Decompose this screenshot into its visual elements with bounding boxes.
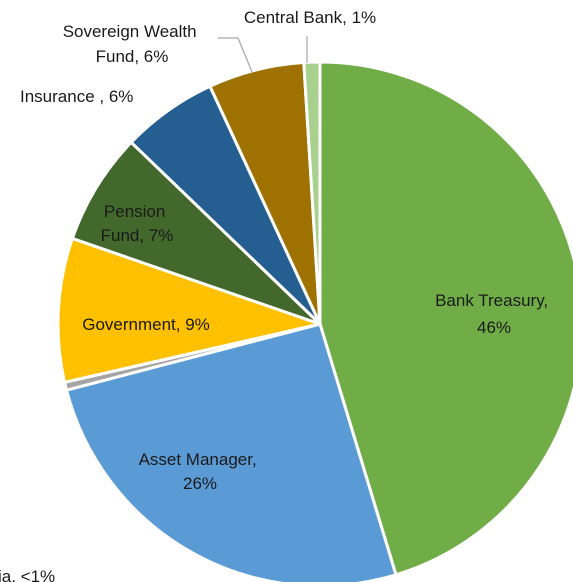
slice-government [56,236,322,384]
label-bank-treasury: Bank Treasury, 46% [435,291,553,337]
label-asset-manager: Asset Manager, 26% [139,450,262,493]
label-pension-fund: Pension Fund, 7% [101,202,174,245]
slice-pension-fund [70,140,322,326]
slice-bank-treasury [318,60,573,577]
label-other: ia, <1% [0,567,55,582]
leader-line-sovereign-wealth-fund [218,37,253,73]
label-sovereign-wealth-fund: Sovereign Wealth Fund, 6% [63,22,202,66]
slice-asset-manager [64,322,398,582]
pie-slices [56,60,573,582]
slice-central-bank [302,60,322,326]
label-government: Government, 9% [82,315,210,334]
label-central-bank: Central Bank, 1% [244,8,376,27]
label-insurance: Insurance , 6% [20,87,133,106]
